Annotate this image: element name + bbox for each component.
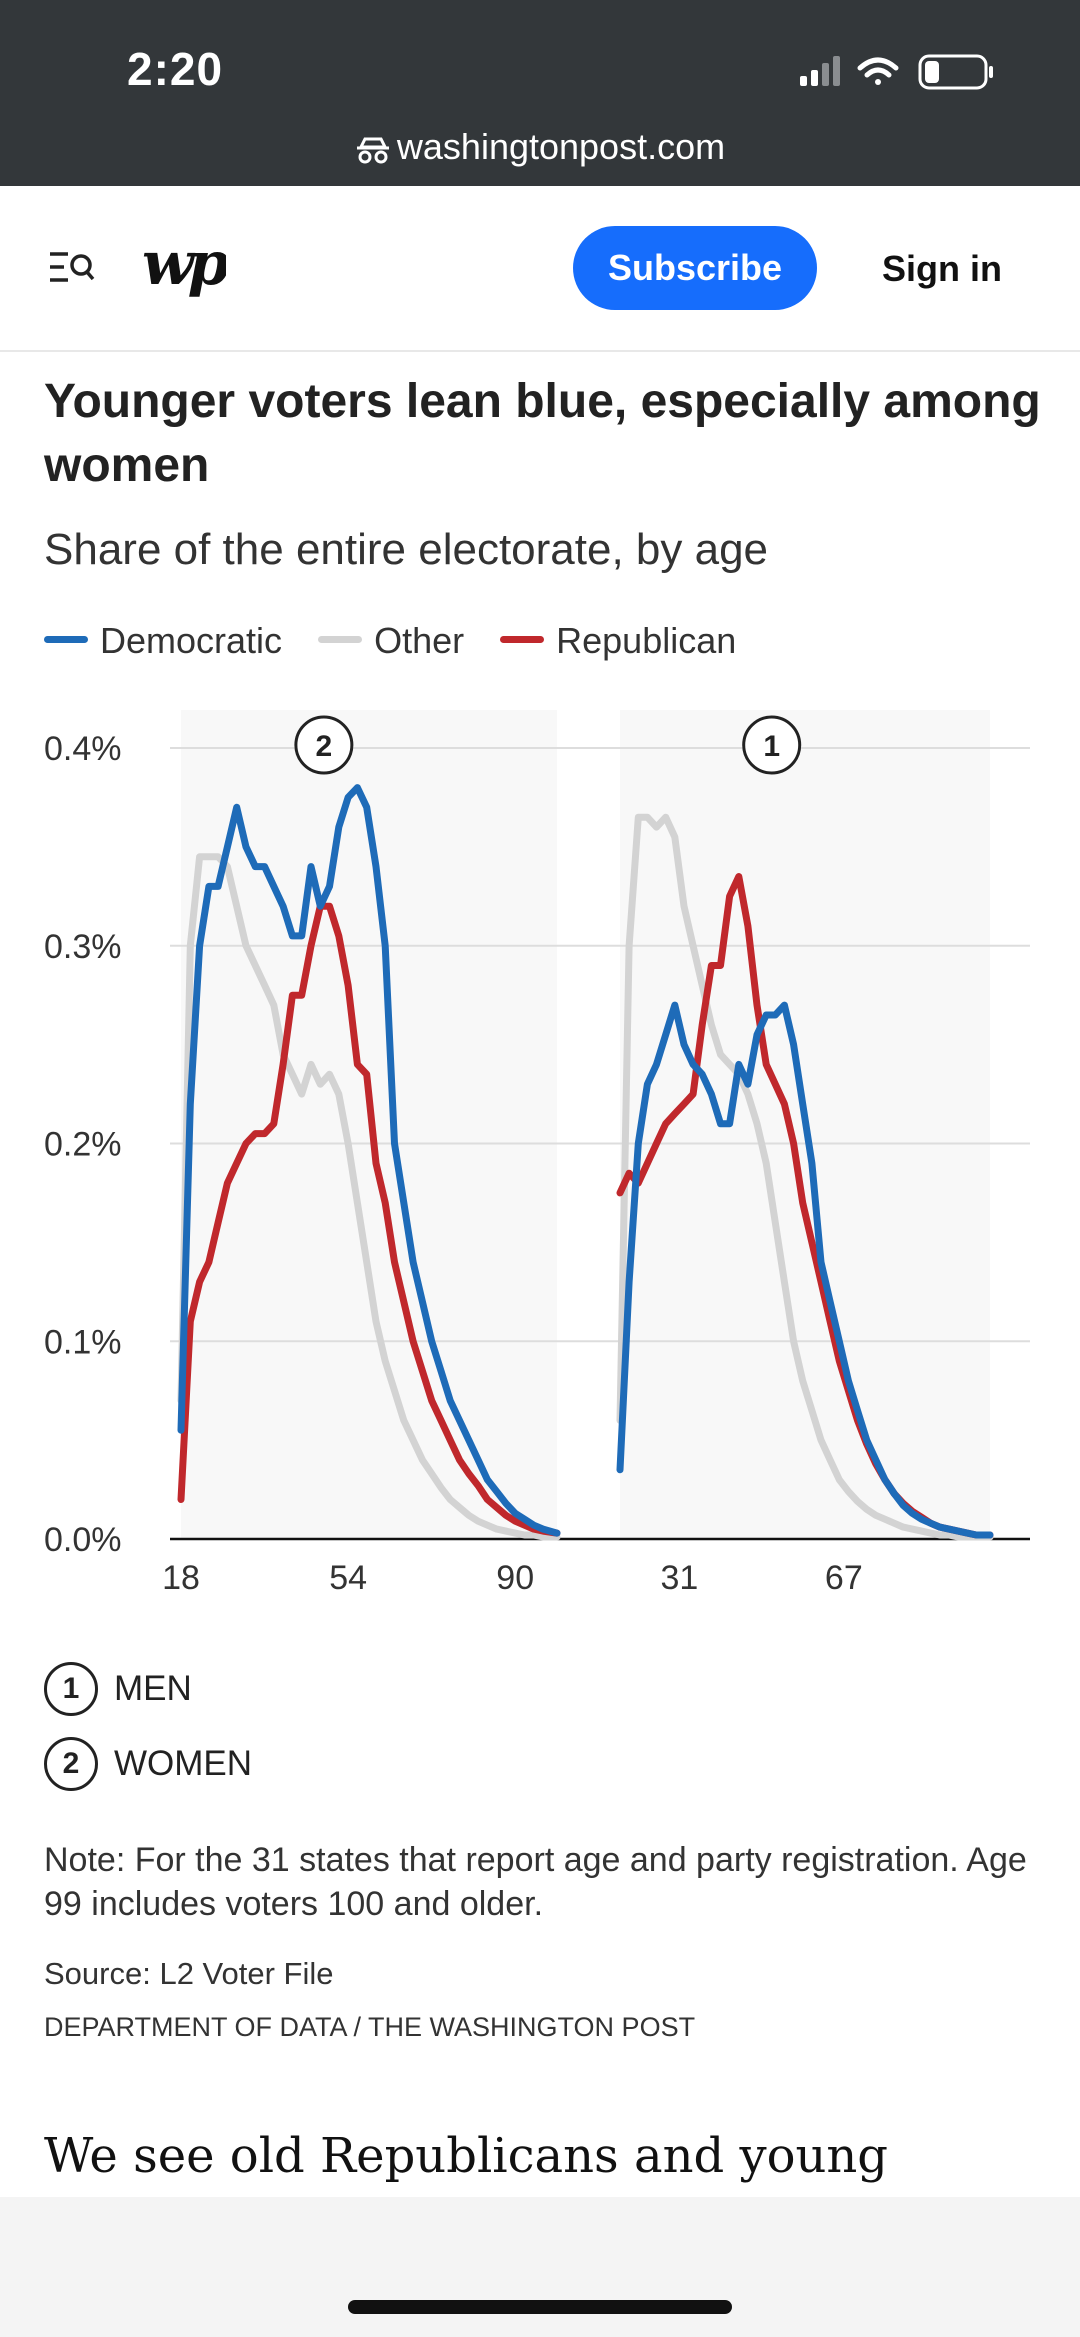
y-tick-label: 0.3%: [44, 928, 122, 966]
legend-item-democratic: Democratic: [44, 620, 282, 662]
y-tick-label: 0.4%: [44, 730, 122, 768]
panel-marker: [742, 715, 802, 775]
series-line-other: [616, 813, 994, 1541]
series-line-democratic: [177, 784, 561, 1537]
clock: 2:20: [127, 43, 224, 95]
panel-key-label: WOMEN: [114, 1744, 253, 1783]
chart-title: Younger voters lean blue, especially amo…: [44, 375, 1041, 492]
battery-icon: [918, 54, 993, 90]
legend-swatch-republican: [500, 636, 545, 643]
x-tick-label: 18: [162, 1559, 200, 1597]
site-header: wp Subscribe Sign in: [0, 186, 1080, 352]
wp-logo[interactable]: wp: [140, 228, 236, 322]
article-teaser[interactable]: We see old Republicans and young: [44, 2128, 889, 2184]
chart-credit: DEPARTMENT OF DATA / THE WASHINGTON POST: [44, 2012, 696, 2042]
series-line-republican: [177, 902, 561, 1537]
x-tick-label: 31: [660, 1559, 698, 1597]
y-tick-label: 0.1%: [44, 1323, 122, 1361]
browser-bottom-bar: [0, 2197, 1080, 2337]
menu-search-icon[interactable]: [48, 248, 96, 293]
x-tick-label: 90: [496, 1559, 534, 1597]
chart-legend: Democratic Other Republican: [44, 620, 762, 662]
legend-swatch-other: [318, 636, 363, 643]
panel-key-men: 1 MEN: [44, 1662, 192, 1716]
panel-marker-label: 1: [763, 730, 780, 763]
system-icons: [790, 50, 1010, 99]
chart-source: Source: L2 Voter File: [44, 1956, 334, 1991]
home-indicator[interactable]: [348, 2300, 732, 2314]
subscribe-button[interactable]: Subscribe: [573, 226, 817, 310]
signal-icon: [800, 56, 840, 86]
series-line-other: [177, 853, 561, 1541]
privacy-icon: [356, 137, 389, 164]
panel-marker: [294, 715, 354, 775]
legend-label: Republican: [556, 620, 737, 661]
legend-item-republican: Republican: [500, 620, 736, 662]
x-tick-label: 67: [825, 1559, 863, 1597]
legend-item-other: Other: [318, 620, 464, 662]
y-tick-label: 0.0%: [44, 1521, 122, 1559]
y-tick-label: 0.2%: [44, 1126, 122, 1164]
series-line-democratic: [616, 1001, 994, 1539]
line-chart: 0.0% 0.1% 0.2% 0.3% 0.4% 18 54 90 2 31 67 1: [44, 710, 1030, 1597]
address-bar[interactable]: washingtonpost.com: [0, 126, 1080, 168]
wifi-icon: [857, 57, 899, 85]
panel-marker-label: 2: [316, 730, 333, 763]
panel-key-label: MEN: [114, 1669, 192, 1708]
chart-note: Note: For the 31 states that report age …: [44, 1841, 1027, 1923]
panel-key-number: 1: [44, 1662, 98, 1716]
status-bar: 2:20 washing: [0, 0, 1080, 186]
legend-label: Other: [374, 620, 465, 661]
panel-key-women: 2 WOMEN: [44, 1737, 252, 1791]
legend-swatch-democratic: [44, 636, 88, 643]
sign-in-link[interactable]: Sign in: [882, 248, 1002, 289]
legend-label: Democratic: [100, 620, 283, 661]
panel-key-number: 2: [44, 1737, 98, 1791]
url-text: washingtonpost.com: [396, 126, 726, 167]
x-tick-label: 54: [329, 1559, 367, 1597]
svg-text:wp: wp: [142, 229, 226, 299]
chart-subtitle: Share of the entire electorate, by age: [44, 525, 769, 574]
